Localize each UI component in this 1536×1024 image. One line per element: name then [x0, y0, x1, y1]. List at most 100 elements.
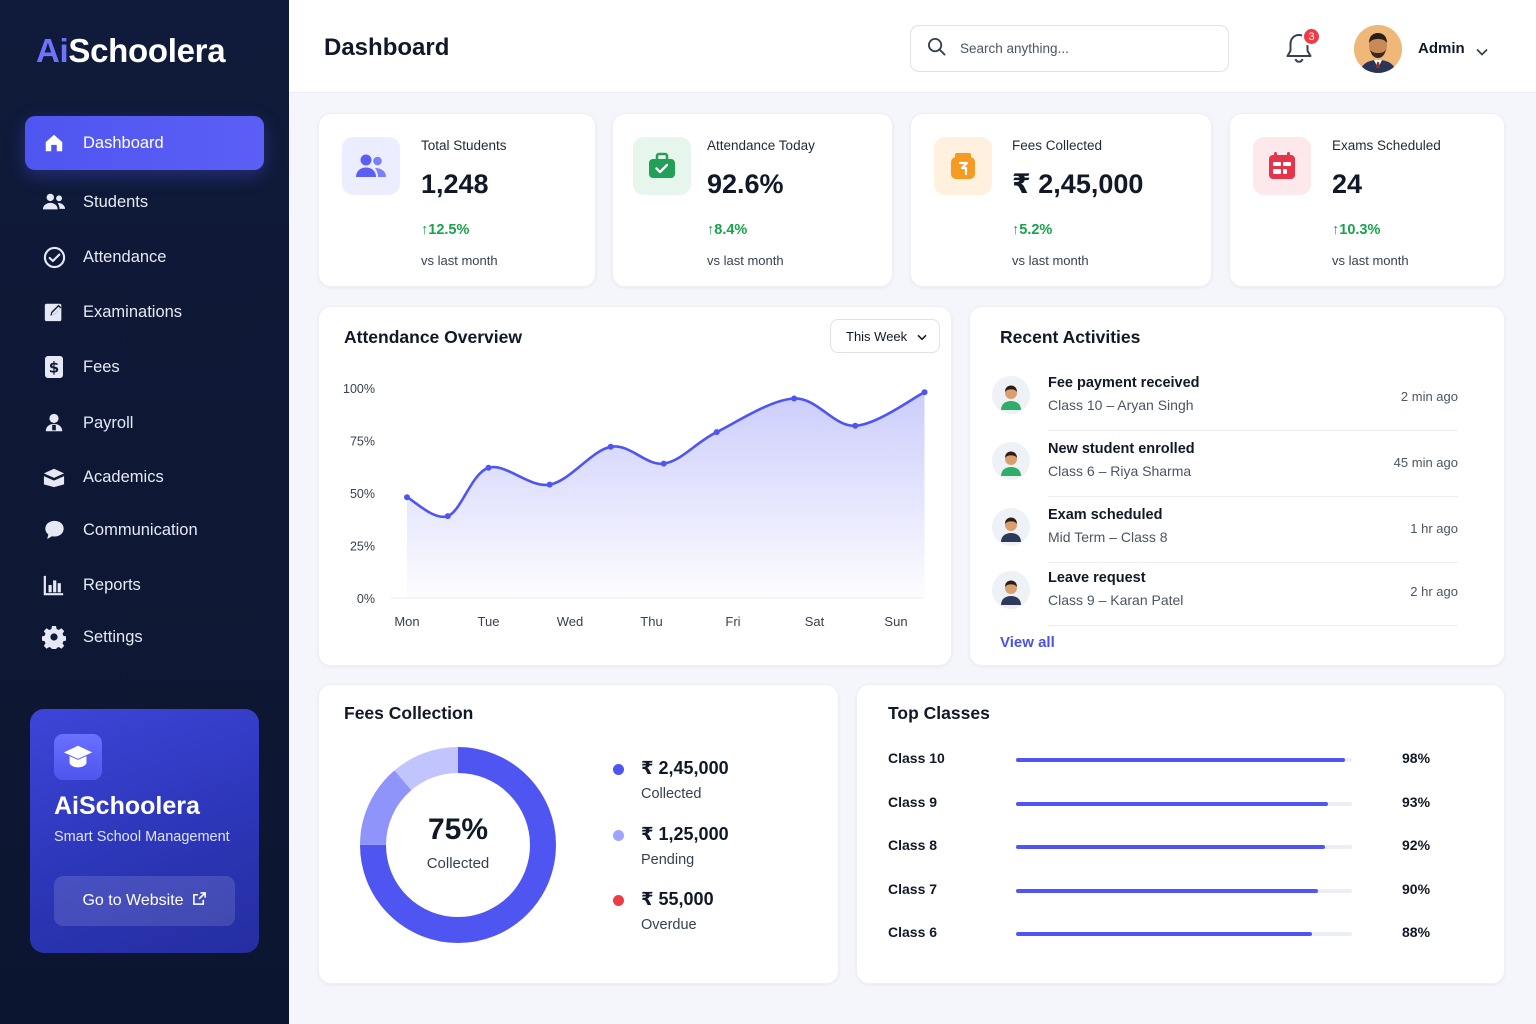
- go-to-website-button[interactable]: Go to Website: [54, 876, 235, 926]
- progress-fill: [1016, 889, 1319, 893]
- progress-track: [1016, 758, 1352, 762]
- button-label: Go to Website: [82, 892, 184, 909]
- data-point[interactable]: [791, 395, 798, 402]
- period-select[interactable]: This Week: [830, 319, 940, 353]
- attendance-overview-card: Attendance Overview This Week 100% 75% 50%…: [318, 306, 952, 666]
- legend-value: ₹ 2,45,000: [641, 758, 729, 778]
- sidebar-item-attendance[interactable]: Attendance: [25, 230, 264, 284]
- data-point[interactable]: [852, 422, 859, 429]
- data-point[interactable]: [921, 389, 928, 396]
- sidebar-item-payroll[interactable]: Payroll: [25, 396, 264, 450]
- class-name: Class 8: [888, 837, 938, 853]
- top-header: Dashboard 3 Admin: [289, 0, 1536, 93]
- sidebar-item-label: Examinations: [83, 302, 183, 321]
- divider: [1048, 430, 1458, 431]
- legend-dot: [613, 830, 624, 841]
- sidebar-item-examinations[interactable]: Examinations: [25, 285, 264, 339]
- brand-logo[interactable]: AiSchoolera: [36, 32, 226, 70]
- stat-card-fees-collected: Fees Collected ₹ 2,45,000 ↑5.2% vs last …: [910, 113, 1212, 287]
- view-all-link[interactable]: View all: [1000, 634, 1055, 651]
- activity-title: Fee payment received: [1048, 375, 1200, 391]
- promo-title: AiSchoolera: [54, 792, 200, 820]
- activity-title: Exam scheduled: [1048, 507, 1163, 523]
- avatar: [992, 442, 1030, 480]
- graduation-cap-icon: [54, 734, 102, 780]
- sidebar-item-dashboard[interactable]: Dashboard: [25, 116, 264, 170]
- activity-time: 1 hr ago: [1410, 521, 1458, 536]
- card-title: Top Classes: [888, 703, 990, 723]
- divider: [1048, 496, 1458, 497]
- class-percent: 90%: [1402, 881, 1431, 897]
- fees-donut-chart: [360, 747, 556, 943]
- avatar: [992, 508, 1030, 546]
- sidebar-item-communication[interactable]: Communication: [25, 503, 264, 557]
- chevron-down-icon[interactable]: [1476, 43, 1488, 61]
- progress-fill: [1016, 758, 1346, 762]
- promo-subtitle: Smart School Management: [54, 829, 230, 845]
- data-point[interactable]: [607, 443, 614, 450]
- search-input[interactable]: [960, 41, 1200, 56]
- sidebar-item-label: Fees: [83, 357, 120, 376]
- stat-delta: ↑8.4%: [707, 222, 747, 238]
- dollar-icon: $: [41, 354, 67, 380]
- data-point[interactable]: [660, 460, 667, 467]
- list-item[interactable]: Leave request Class 9 – Karan Patel 2 hr a…: [992, 564, 1458, 626]
- legend-value: ₹ 55,000: [641, 889, 714, 909]
- x-tick-label: Mon: [394, 614, 419, 629]
- sidebar-item-label: Attendance: [83, 247, 167, 266]
- list-item[interactable]: Fee payment received Class 10 – Aryan Sin…: [992, 369, 1458, 431]
- class-percent: 98%: [1402, 750, 1431, 766]
- y-tick-label: 75%: [350, 435, 375, 449]
- recent-activities-card: Recent Activities Fee payment received Cl…: [969, 306, 1505, 666]
- data-point[interactable]: [713, 429, 720, 436]
- edit-icon: [41, 299, 67, 325]
- sidebar-item-reports[interactable]: Reports: [25, 558, 264, 612]
- avatar[interactable]: [1354, 25, 1402, 73]
- stat-vs: vs last month: [421, 253, 498, 268]
- overdue-segment: [360, 747, 556, 943]
- arrow-up-icon: ↑: [1332, 222, 1340, 238]
- class-name: Class 10: [888, 750, 945, 766]
- svg-text:$: $: [49, 359, 59, 377]
- fees-percent-label: Collected: [426, 855, 490, 872]
- data-point[interactable]: [546, 481, 553, 488]
- period-select-value: This Week: [846, 328, 908, 344]
- list-item[interactable]: New student enrolled Class 6 – Riya Sharm…: [992, 435, 1458, 497]
- data-point[interactable]: [404, 494, 410, 501]
- sidebar-item-settings[interactable]: Settings: [25, 610, 264, 664]
- legend-label: Collected: [641, 786, 702, 802]
- stat-card-total-students: Total Students 1,248 ↑12.5% vs last mont…: [318, 113, 596, 287]
- data-point[interactable]: [444, 513, 451, 520]
- avatar: [992, 376, 1030, 414]
- search-box[interactable]: [910, 25, 1229, 72]
- top-classes-card: Top Classes Class 10 98% Class 9 93% Class 8…: [856, 684, 1505, 984]
- activity-time: 2 min ago: [1400, 389, 1458, 404]
- promo-card: AiSchoolera Smart School Management Go t…: [30, 709, 259, 953]
- calendar-icon: [1253, 137, 1311, 195]
- class-percent: 88%: [1402, 924, 1431, 940]
- reports-icon: [41, 572, 67, 598]
- data-point[interactable]: [485, 464, 492, 471]
- sidebar-item-fees[interactable]: $ Fees: [25, 340, 264, 394]
- book-icon: [41, 464, 67, 490]
- list-item: Class 8 92%: [888, 837, 1448, 857]
- stat-delta: ↑5.2%: [1012, 222, 1052, 238]
- sidebar-item-academics[interactable]: Academics: [25, 450, 264, 504]
- fees-percent: 75%: [427, 813, 489, 846]
- progress-track: [1016, 802, 1352, 806]
- x-tick-label: Tue: [478, 614, 500, 629]
- progress-track: [1016, 889, 1352, 893]
- card-title: Recent Activities: [1000, 327, 1141, 347]
- stat-card-exams-scheduled: Exams Scheduled 24 ↑10.3% vs last month: [1229, 113, 1505, 287]
- stat-value: 92.6%: [707, 169, 784, 199]
- home-icon: [41, 130, 67, 156]
- sidebar-item-students[interactable]: Students: [25, 175, 264, 229]
- activity-subtitle: Class 9 – Karan Patel: [1048, 592, 1184, 608]
- legend-value: ₹ 1,25,000: [641, 824, 729, 844]
- list-item: Class 9 93%: [888, 794, 1448, 814]
- sidebar: AiSchoolera Dashboard Students Attendanc…: [0, 0, 289, 1024]
- notification-badge: 3: [1302, 27, 1321, 46]
- class-name: Class 7: [888, 881, 938, 897]
- user-name[interactable]: Admin: [1418, 40, 1465, 57]
- list-item[interactable]: Exam scheduled Mid Term – Class 8 1 hr ago: [992, 501, 1458, 563]
